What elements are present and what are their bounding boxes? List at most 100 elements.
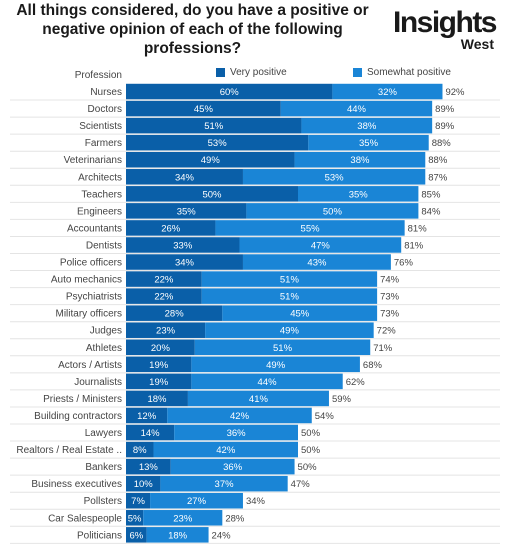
total-label: 50% (298, 462, 318, 473)
bar-somewhat-positive (298, 186, 419, 202)
chart-title: All things considered, do you have a pos… (16, 2, 369, 57)
category-label: Car Salespeople (48, 513, 122, 524)
data-label-very-positive: 13% (139, 462, 159, 473)
bar-somewhat-positive (201, 271, 378, 287)
data-label-very-positive: 22% (154, 292, 174, 303)
total-label: 89% (435, 104, 455, 115)
total-label: 71% (373, 343, 393, 354)
data-label-somewhat-positive: 51% (280, 275, 300, 286)
data-label-somewhat-positive: 44% (258, 377, 278, 388)
total-label: 81% (408, 223, 428, 234)
data-label-very-positive: 20% (151, 343, 171, 354)
data-label-very-positive: 5% (128, 513, 142, 524)
legend-label-very-positive: Very positive (230, 67, 287, 78)
bar-very-positive (126, 83, 333, 100)
data-label-somewhat-positive: 37% (215, 479, 235, 490)
bar-somewhat-positive (201, 288, 378, 304)
category-label: Nurses (90, 87, 122, 98)
bar-very-positive (126, 390, 188, 407)
bar-somewhat-positive (187, 390, 329, 407)
category-label: Veterinarians (64, 155, 122, 166)
category-label: Realtors / Real Estate .. (16, 445, 122, 456)
category-label: Actors / Artists (58, 360, 122, 371)
bar-very-positive (126, 169, 243, 185)
total-label: 24% (212, 530, 232, 541)
category-label: Bankers (85, 462, 122, 473)
bar-very-positive (126, 475, 161, 492)
total-label: 54% (315, 411, 335, 422)
category-label: Psychiatrists (66, 292, 122, 303)
total-label: 34% (246, 496, 266, 507)
data-label-very-positive: 34% (175, 172, 195, 183)
bar-very-positive (126, 373, 192, 390)
category-label: Athletes (86, 343, 122, 354)
bar-very-positive (126, 237, 240, 253)
insights-west-logo: Insights West (382, 6, 502, 56)
bar-somewhat-positive (191, 373, 343, 390)
data-label-very-positive: 19% (149, 377, 169, 388)
bar-somewhat-positive (205, 322, 374, 338)
bar-somewhat-positive (239, 237, 402, 253)
data-label-very-positive: 33% (173, 240, 193, 251)
bar-somewhat-positive (215, 220, 405, 236)
data-label-somewhat-positive: 35% (349, 189, 369, 200)
bar-somewhat-positive (222, 305, 378, 321)
total-label: 89% (435, 121, 455, 132)
total-label: 73% (380, 292, 400, 303)
bar-somewhat-positive (194, 339, 371, 356)
bar-somewhat-positive (301, 117, 433, 134)
total-label: 28% (225, 513, 245, 524)
bar-very-positive (126, 100, 281, 117)
legend-swatch-very-positive (216, 68, 225, 77)
category-label: Engineers (77, 206, 122, 217)
bar-very-positive (126, 117, 302, 134)
data-label-very-positive: 10% (134, 479, 154, 490)
data-label-very-positive: 18% (147, 394, 167, 405)
data-label-somewhat-positive: 36% (223, 462, 243, 473)
data-label-very-positive: 50% (202, 189, 222, 200)
legend-swatch-somewhat-positive (353, 68, 362, 77)
bar-very-positive (126, 203, 247, 219)
category-label: Doctors (88, 104, 122, 115)
data-label-very-positive: 14% (141, 428, 161, 439)
data-label-somewhat-positive: 45% (290, 309, 310, 320)
data-label-somewhat-positive: 42% (230, 411, 250, 422)
data-label-somewhat-positive: 44% (347, 104, 367, 115)
bar-very-positive (126, 492, 151, 509)
data-label-somewhat-positive: 55% (301, 223, 321, 234)
category-label: Farmers (85, 138, 122, 149)
category-label: Auto mechanics (51, 275, 122, 286)
data-label-somewhat-positive: 35% (359, 138, 379, 149)
category-label: Scientists (79, 121, 122, 132)
total-label: 88% (432, 138, 452, 149)
category-label: Priests / Ministers (43, 394, 122, 405)
bar-somewhat-positive (160, 475, 288, 492)
category-label: Politicians (77, 530, 122, 541)
bar-very-positive (126, 322, 206, 338)
data-label-very-positive: 8% (133, 445, 147, 456)
bar-very-positive (126, 407, 168, 424)
category-label: Military officers (56, 309, 123, 320)
total-label: 72% (377, 326, 397, 337)
data-label-very-positive: 45% (194, 104, 214, 115)
total-label: 88% (428, 155, 448, 166)
bar-very-positive (126, 339, 195, 356)
category-label: Dentists (86, 240, 122, 251)
data-label-somewhat-positive: 50% (323, 206, 343, 217)
category-label: Pollsters (84, 496, 122, 507)
bar-somewhat-positive (191, 356, 360, 373)
bar-somewhat-positive (242, 254, 391, 270)
logo-main-text: Insights (392, 6, 498, 39)
bar-very-positive (126, 151, 295, 168)
data-label-somewhat-positive: 43% (307, 258, 327, 269)
data-label-somewhat-positive: 18% (168, 530, 188, 541)
data-label-somewhat-positive: 27% (187, 496, 207, 507)
data-label-very-positive: 22% (154, 275, 174, 286)
bar-very-positive (126, 134, 309, 151)
data-label-somewhat-positive: 49% (266, 360, 286, 371)
data-label-somewhat-positive: 38% (350, 155, 370, 166)
data-label-somewhat-positive: 32% (378, 87, 398, 98)
category-label: Journalists (74, 377, 122, 388)
bar-very-positive (126, 356, 192, 373)
